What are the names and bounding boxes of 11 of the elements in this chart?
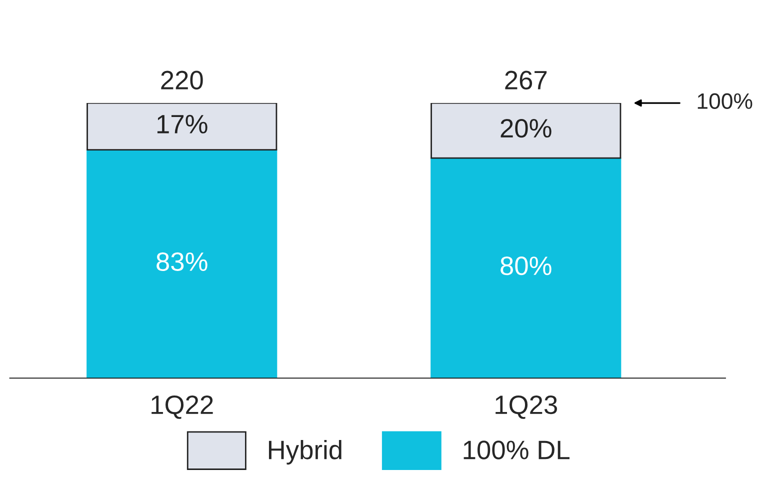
- annotation: 220: [161, 70, 203, 90]
- data-label: 20%: [500, 118, 552, 138]
- data-label: 83%: [156, 252, 208, 272]
- annotation: 267: [505, 70, 547, 90]
- legend-label: 100% DL: [464, 440, 570, 460]
- x-tick-label: 1Q22: [152, 395, 213, 419]
- x-tick-label: 1Q23: [496, 395, 557, 419]
- legend-label: Hybrid: [268, 440, 342, 465]
- data-label: 80%: [500, 256, 552, 276]
- annotation: 100%: [698, 93, 752, 109]
- data-label: 17%: [157, 114, 208, 134]
